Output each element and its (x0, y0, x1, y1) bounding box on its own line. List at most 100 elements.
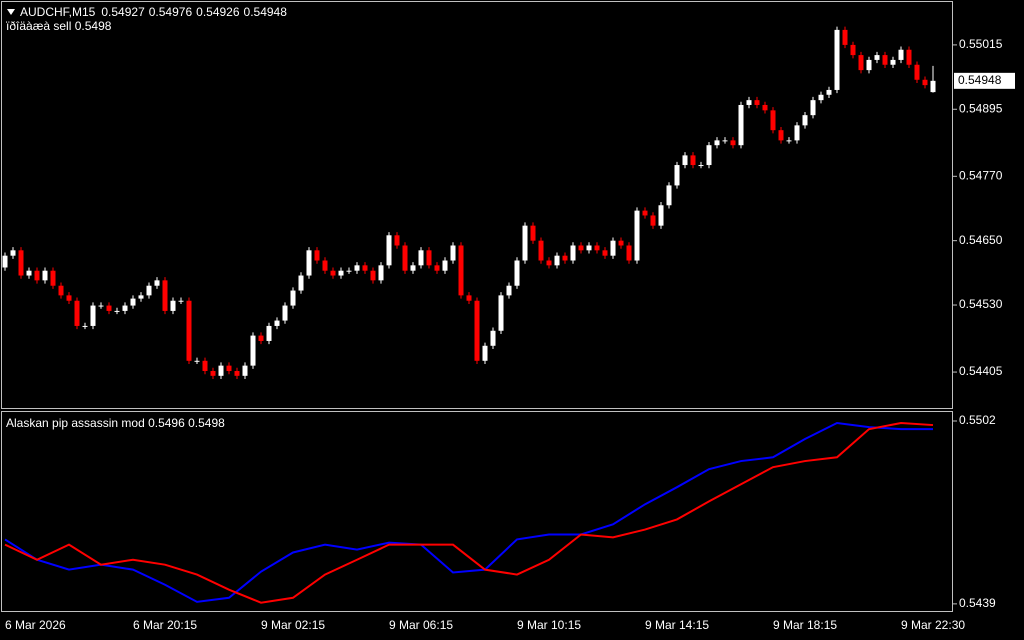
candle-body (706, 145, 712, 166)
candle-body (866, 59, 872, 71)
main-pane (1, 1, 953, 409)
candle-body (658, 205, 664, 226)
symbol-header: AUDCHF,M15 0.54927 0.54976 0.54926 0.54948 (20, 5, 287, 19)
candle-body (394, 235, 400, 246)
candle-body (10, 250, 16, 256)
candle-body (698, 165, 704, 167)
indicator-line (4, 421, 933, 603)
y-tick-label: 0.54895 (959, 101, 1003, 115)
candle-body (594, 245, 600, 251)
candle-body (338, 270, 344, 276)
candle-body (514, 260, 520, 286)
candle-body (738, 104, 744, 146)
candle-body (850, 44, 856, 56)
candle-body (82, 325, 88, 327)
candle-body (386, 235, 392, 266)
candle-body (434, 265, 440, 271)
x-tick-label: 6 Mar 2026 (5, 618, 66, 632)
candle-body (626, 245, 632, 261)
close-value: 0.54948 (244, 5, 288, 19)
candle-body (586, 245, 592, 251)
candle-body (410, 265, 416, 271)
candle-body (618, 240, 624, 246)
x-tick-label: 6 Mar 20:15 (133, 618, 197, 632)
candle-body (562, 255, 568, 261)
candle-body (202, 360, 208, 371)
candle-body (258, 335, 264, 341)
collapse-icon[interactable] (7, 9, 15, 15)
candle-body (714, 140, 720, 146)
candle-body (58, 285, 64, 296)
y-tick-label: 0.54405 (959, 364, 1003, 378)
candle-body (402, 245, 408, 271)
candle-body (674, 165, 680, 186)
candle-body (50, 270, 56, 286)
candle-body (378, 265, 384, 281)
candle-body (266, 325, 272, 341)
y-tick-label: 0.54770 (959, 168, 1003, 182)
candle-body (138, 295, 144, 299)
candle-body (210, 370, 216, 376)
candle-body (786, 140, 792, 142)
candle-body (842, 29, 848, 45)
x-tick-label: 9 Mar 06:15 (389, 618, 453, 632)
indicator-pane (1, 411, 953, 612)
candle-body (578, 245, 584, 251)
candle-body (186, 300, 192, 361)
candle-body (250, 335, 256, 366)
candle-body (26, 270, 32, 276)
candle-body (242, 365, 248, 376)
candle-body (754, 100, 760, 105)
candle-body (802, 115, 808, 126)
y-tick-label: 0.5502 (959, 413, 996, 427)
candle-body (546, 260, 552, 266)
candle-body (818, 94, 824, 101)
candle-body (362, 265, 368, 271)
candle-body (306, 250, 312, 276)
indicator-title: Alaskan pip assassin mod 0.5496 0.5498 (6, 416, 225, 430)
signal-text: ïðîäàæà sell 0.5498 (6, 19, 112, 33)
candle-body (74, 300, 80, 326)
candle-body (90, 305, 96, 326)
candle-body (858, 55, 864, 71)
candle-body (690, 155, 696, 166)
candle-body (18, 250, 24, 276)
open-value: 0.54927 (101, 5, 145, 19)
candle-body (634, 210, 640, 261)
candle-body (34, 270, 40, 281)
candle-body (114, 310, 120, 312)
y-tick-label: 0.55015 (959, 37, 1003, 51)
candle-body (170, 300, 176, 311)
candle-body (530, 225, 536, 241)
candle-body (146, 285, 152, 296)
candle-body (450, 245, 456, 261)
candle-body (482, 345, 488, 361)
candle-body (650, 215, 656, 226)
candle-body (762, 104, 768, 111)
candle-body (2, 255, 8, 268)
candle-body (314, 250, 320, 261)
x-tick-label: 9 Mar 02:15 (261, 618, 325, 632)
candle-body (458, 245, 464, 296)
candle-body (890, 59, 896, 65)
candle-body (882, 55, 888, 65)
y-tick-label: 0.54530 (959, 297, 1003, 311)
candle-body (826, 89, 832, 95)
candle-body (122, 305, 128, 311)
candle-body (330, 270, 336, 276)
candle-body (570, 245, 576, 261)
candle-body (282, 305, 288, 321)
candle-body (682, 155, 688, 166)
candle-body (490, 330, 496, 346)
candle-body (370, 270, 376, 281)
candle-body (154, 280, 160, 286)
candle-body (442, 260, 448, 271)
candle-body (602, 250, 608, 256)
y-tick-label: 0.54650 (959, 233, 1003, 247)
candle-body (66, 295, 72, 301)
candle-body (218, 365, 224, 376)
candle-body (354, 265, 360, 271)
candle-body (666, 185, 672, 206)
